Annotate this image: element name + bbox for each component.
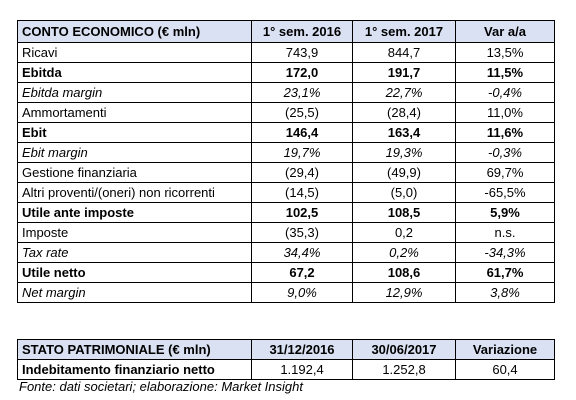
value-h1-2017: 19,3% [352,142,456,163]
value-h1-2017: 0,2% [352,242,456,263]
value-h1-2017: 844,7 [352,42,456,63]
value-h1-2017: 108,6 [352,262,456,283]
table-row: Ammortamenti (25,5) (28,4) 11,0% [17,102,555,123]
table-row: Tax rate 34,4% 0,2% -34,3% [17,242,555,263]
value-h1-2016: (14,5) [251,182,353,203]
value-var-yoy: 11,0% [455,102,555,123]
value-h1-2017: 12,9% [352,282,456,303]
value-var-yoy: -0,3% [455,142,555,163]
row-label: Utile ante imposte [17,202,252,223]
column-header: STATO PATRIMONIALE (€ mln) [17,339,252,360]
table-row: Gestione finanziaria (29,4) (49,9) 69,7% [17,162,555,183]
column-header: 30/06/2017 [352,339,456,360]
row-label: Ricavi [17,42,252,63]
row-label: Ebitda [17,62,252,83]
row-label: Indebitamento finanziario netto [17,359,252,380]
value-var-yoy: 61,7% [455,262,555,283]
value-h1-2017: 191,7 [352,62,456,83]
column-header: Variazione [455,339,555,360]
value-var-yoy: -0,4% [455,82,555,103]
value-var-yoy: 11,6% [455,122,555,143]
row-label: Altri proventi/(oneri) non ricorrenti [17,182,252,203]
balance-sheet-table: STATO PATRIMONIALE (€ mln) 31/12/2016 30/0… [17,339,555,380]
table-row: Indebitamento finanziario netto 1.192,4 1.… [17,359,555,380]
value-h1-2016: 9,0% [251,282,353,303]
row-label: Ebit [17,122,252,143]
value-h1-2017: 0,2 [352,222,456,243]
value-h1-2017: 22,7% [352,82,456,103]
row-label: Ammortamenti [17,102,252,123]
table-row: Utile ante imposte 102,5 108,5 5,9% [17,202,555,223]
value-var-yoy: -65,5% [455,182,555,203]
income-statement-table: CONTO ECONOMICO (€ mln) 1° sem. 2016 1° se… [17,20,555,303]
source-note: Fonte: dati societari; elaborazione: Mar… [19,379,303,394]
value-h1-2016: 743,9 [251,42,353,63]
table-row: Imposte (35,3) 0,2 n.s. [17,222,555,243]
value-h1-2017: 108,5 [352,202,456,223]
income-statement-body: CONTO ECONOMICO (€ mln) 1° sem. 2016 1° se… [17,20,555,303]
value-dec-2016: 1.192,4 [251,359,353,380]
value-variation: 60,4 [455,359,555,380]
table-row: Ebit 146,4 163,4 11,6% [17,122,555,143]
row-label: Ebit margin [17,142,252,163]
table-row: Ricavi 743,9 844,7 13,5% [17,42,555,63]
value-var-yoy: 13,5% [455,42,555,63]
column-header: 1° sem. 2017 [352,20,456,43]
value-var-yoy: 3,8% [455,282,555,303]
value-var-yoy: -34,3% [455,242,555,263]
column-header: 1° sem. 2016 [251,20,353,43]
row-label: Ebitda margin [17,82,252,103]
row-label: Gestione finanziaria [17,162,252,183]
row-label: Net margin [17,282,252,303]
header-row: CONTO ECONOMICO (€ mln) 1° sem. 2016 1° se… [17,20,555,43]
value-h1-2016: 67,2 [251,262,353,283]
row-label: Imposte [17,222,252,243]
value-h1-2016: (29,4) [251,162,353,183]
value-h1-2016: 146,4 [251,122,353,143]
value-h1-2016: 102,5 [251,202,353,223]
value-h1-2017: (5,0) [352,182,456,203]
table-row: Ebitda 172,0 191,7 11,5% [17,62,555,83]
table-row: Ebitda margin 23,1% 22,7% -0,4% [17,82,555,103]
balance-sheet-body: STATO PATRIMONIALE (€ mln) 31/12/2016 30/0… [17,339,555,380]
column-header: Var a/a [455,20,555,43]
value-h1-2016: 34,4% [251,242,353,263]
value-var-yoy: n.s. [455,222,555,243]
value-h1-2016: (35,3) [251,222,353,243]
table-row: Utile netto 67,2 108,6 61,7% [17,262,555,283]
value-h1-2017: 163,4 [352,122,456,143]
value-h1-2016: 172,0 [251,62,353,83]
value-h1-2016: 23,1% [251,82,353,103]
value-h1-2017: (28,4) [352,102,456,123]
value-var-yoy: 11,5% [455,62,555,83]
value-h1-2016: (25,5) [251,102,353,123]
value-var-yoy: 69,7% [455,162,555,183]
column-header: 31/12/2016 [251,339,353,360]
value-jun-2017: 1.252,8 [352,359,456,380]
value-var-yoy: 5,9% [455,202,555,223]
value-h1-2017: (49,9) [352,162,456,183]
table-row: Ebit margin 19,7% 19,3% -0,3% [17,142,555,163]
column-header: CONTO ECONOMICO (€ mln) [17,20,252,43]
row-label: Tax rate [17,242,252,263]
row-label: Utile netto [17,262,252,283]
value-h1-2016: 19,7% [251,142,353,163]
table-row: Altri proventi/(oneri) non ricorrenti (14… [17,182,555,203]
header-row: STATO PATRIMONIALE (€ mln) 31/12/2016 30/0… [17,339,555,360]
table-row: Net margin 9,0% 12,9% 3,8% [17,282,555,303]
